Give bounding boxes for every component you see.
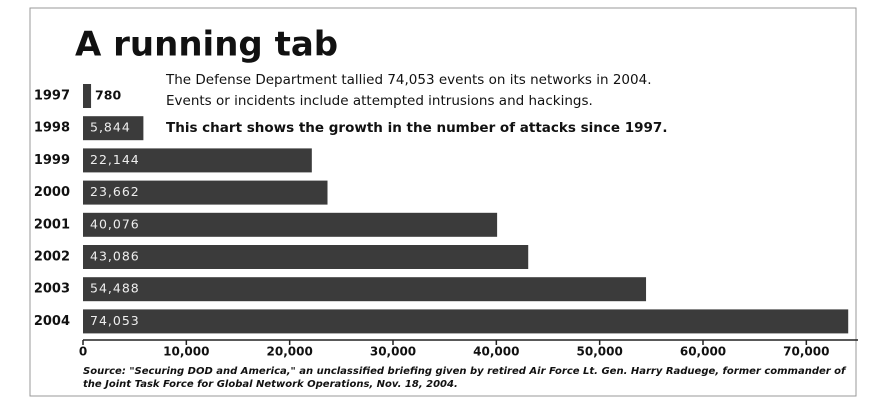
value-label: 23,662 (90, 184, 140, 199)
y-tick-label: 2002 (34, 250, 70, 265)
y-tick-label: 2000 (34, 185, 70, 200)
annotation: Events or incidents include attempted in… (166, 93, 593, 109)
value-label: 780 (95, 88, 121, 103)
y-tick-label: 1998 (34, 121, 70, 136)
bar (83, 212, 498, 237)
x-tick-label: 0 (79, 345, 87, 359)
value-label: 54,488 (90, 281, 140, 296)
x-tick-label: 30,000 (370, 345, 416, 359)
bar (83, 116, 144, 141)
bar (83, 84, 92, 108)
x-tick-label: 60,000 (680, 345, 726, 359)
x-tick-label: 10,000 (163, 345, 209, 359)
y-tick-label: 2004 (34, 314, 70, 329)
y-tick-label: 1997 (34, 89, 70, 104)
bar (83, 148, 312, 173)
source: Source: "Securing DOD and America," an u… (83, 366, 847, 377)
bar (83, 277, 647, 302)
value-label: 5,844 (90, 120, 131, 135)
source: the Joint Task Force for Global Network … (83, 379, 458, 390)
y-tick-label: 1999 (34, 153, 70, 168)
annotation: The Defense Department tallied 74,053 ev… (165, 72, 652, 88)
y-tick-label: 2001 (34, 217, 70, 232)
y-tick-label: 2003 (34, 282, 70, 297)
value-label: 40,076 (90, 216, 140, 231)
bar (83, 245, 529, 269)
bar (83, 180, 328, 205)
value-label: 74,053 (90, 313, 140, 328)
x-tick-label: 40,000 (473, 345, 519, 359)
value-label: 22,144 (90, 152, 140, 167)
x-tick-label: 50,000 (577, 345, 623, 359)
x-tick-label: 70,000 (783, 345, 829, 359)
chart-title: A running tab (75, 25, 338, 65)
annotation: This chart shows the growth in the numbe… (166, 120, 667, 136)
value-label: 43,086 (90, 249, 140, 264)
x-tick-label: 20,000 (267, 345, 313, 359)
bar (83, 309, 849, 334)
